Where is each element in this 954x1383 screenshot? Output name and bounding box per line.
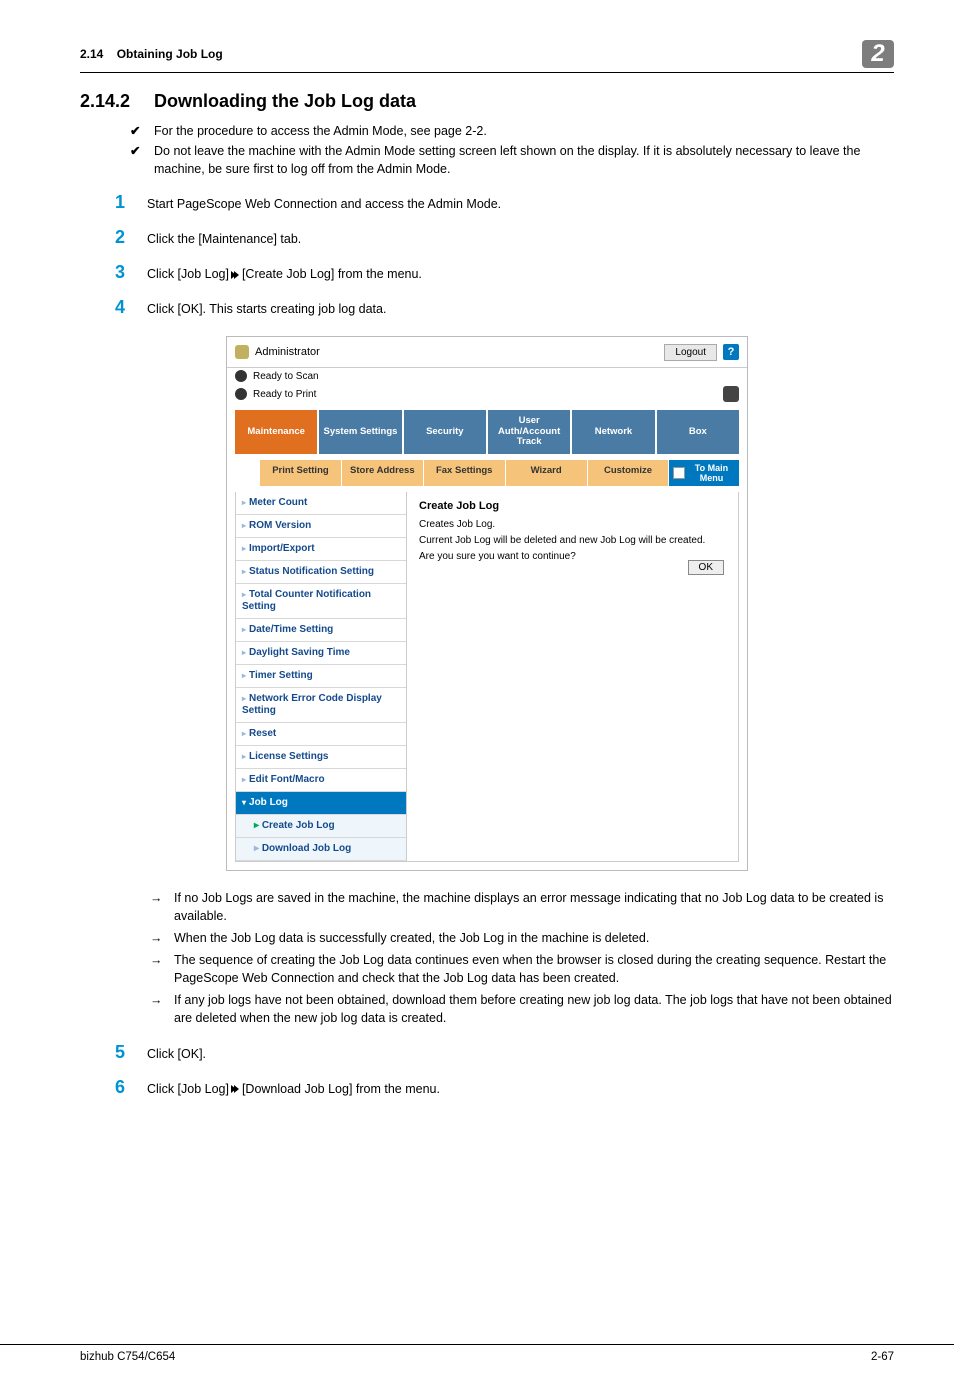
page-header: 2.14 Obtaining Job Log 2 — [80, 40, 894, 73]
scan-status-icon — [235, 370, 247, 382]
step-number: 4 — [115, 297, 133, 318]
step-number: 1 — [115, 192, 133, 213]
tab-box[interactable]: Box — [657, 410, 739, 453]
help-icon[interactable]: ? — [723, 344, 739, 360]
result-note: →If any job logs have not been obtained,… — [150, 991, 894, 1027]
arrow-icon: → — [150, 991, 166, 1027]
tab-user-auth[interactable]: User Auth/Account Track — [488, 410, 570, 453]
status-print: Ready to Print — [227, 384, 747, 404]
footer-page-num: 2-67 — [871, 1351, 894, 1363]
step-number: 2 — [115, 227, 133, 248]
sidebar-item-import-export[interactable]: Import/Export — [236, 538, 406, 561]
subtab-fax-settings[interactable]: Fax Settings — [424, 460, 506, 486]
step-number: 5 — [115, 1042, 133, 1063]
sidebar-sub-create-job-log[interactable]: Create Job Log — [236, 815, 406, 838]
step-1: 1 Start PageScope Web Connection and acc… — [115, 192, 894, 213]
arrow-icon: → — [150, 929, 166, 947]
to-main-menu[interactable]: To Main Menu — [669, 460, 739, 486]
tab-system-settings[interactable]: System Settings — [319, 410, 401, 453]
panel-text: Are you sure you want to continue? — [419, 550, 726, 563]
step-4: 4 Click [OK]. This starts creating job l… — [115, 297, 894, 318]
sidebar-item-datetime[interactable]: Date/Time Setting — [236, 619, 406, 642]
sub-tabs: Print Setting Store Address Fax Settings… — [235, 460, 739, 486]
arrow-icon: → — [150, 889, 166, 925]
tab-security[interactable]: Security — [404, 410, 486, 453]
admin-label: Administrator — [255, 346, 320, 358]
sidebar-item-rom-version[interactable]: ROM Version — [236, 515, 406, 538]
admin-console-screenshot: Administrator Logout ? Ready to Scan Rea… — [226, 336, 748, 870]
sidebar: Meter Count ROM Version Import/Export St… — [236, 492, 407, 861]
sidebar-item-job-log[interactable]: Job Log — [236, 792, 406, 815]
logout-button[interactable]: Logout — [664, 344, 717, 361]
arrow-icon: → — [150, 951, 166, 987]
panel-title: Create Job Log — [419, 500, 726, 512]
sidebar-item-font-macro[interactable]: Edit Font/Macro — [236, 769, 406, 792]
print-status-icon — [235, 388, 247, 400]
main-panel: Create Job Log Creates Job Log. Current … — [407, 492, 738, 861]
panel-text: Creates Job Log. — [419, 518, 726, 531]
check-icon: ✔ — [130, 142, 144, 178]
sidebar-item-timer[interactable]: Timer Setting — [236, 665, 406, 688]
tab-network[interactable]: Network — [572, 410, 654, 453]
note-line: ✔ Do not leave the machine with the Admi… — [130, 142, 894, 178]
result-note: →The sequence of creating the Job Log da… — [150, 951, 894, 987]
subtab-print-setting[interactable]: Print Setting — [260, 460, 342, 486]
step-number: 6 — [115, 1077, 133, 1098]
header-section: 2.14 Obtaining Job Log — [80, 47, 223, 61]
sidebar-sub-download-job-log[interactable]: Download Job Log — [236, 838, 406, 861]
titlebar: Administrator Logout ? — [227, 337, 747, 368]
ok-button[interactable]: OK — [688, 560, 724, 575]
sidebar-item-reset[interactable]: Reset — [236, 723, 406, 746]
chapter-badge: 2 — [862, 40, 894, 68]
check-icon: ✔ — [130, 122, 144, 140]
subtab-store-address[interactable]: Store Address — [342, 460, 424, 486]
step-5: 5 Click [OK]. — [115, 1042, 894, 1063]
main-tabs: Maintenance System Settings Security Use… — [227, 410, 747, 453]
subtab-wizard[interactable]: Wizard — [506, 460, 588, 486]
status-scan: Ready to Scan — [227, 368, 747, 384]
step-3: 3 Click [Job Log] [Create Job Log] from … — [115, 262, 894, 283]
step-2: 2 Click the [Maintenance] tab. — [115, 227, 894, 248]
note-line: ✔ For the procedure to access the Admin … — [130, 122, 894, 140]
result-note: →If no Job Logs are saved in the machine… — [150, 889, 894, 925]
step-number: 3 — [115, 262, 133, 283]
tab-maintenance[interactable]: Maintenance — [235, 410, 317, 453]
sidebar-item-daylight[interactable]: Daylight Saving Time — [236, 642, 406, 665]
step-6: 6 Click [Job Log] [Download Job Log] fro… — [115, 1077, 894, 1098]
refresh-icon[interactable] — [723, 386, 739, 402]
panel-text: Current Job Log will be deleted and new … — [419, 534, 726, 547]
footer-model: bizhub C754/C654 — [80, 1351, 175, 1363]
page-footer: bizhub C754/C654 2-67 — [0, 1344, 954, 1383]
section-heading: 2.14.2 Downloading the Job Log data — [80, 91, 894, 112]
sidebar-item-counter-notif[interactable]: Total Counter Notification Setting — [236, 584, 406, 619]
sidebar-item-netw-error[interactable]: Network Error Code Display Setting — [236, 688, 406, 723]
menu-icon — [673, 467, 685, 479]
sidebar-item-status-notif[interactable]: Status Notification Setting — [236, 561, 406, 584]
sidebar-item-license[interactable]: License Settings — [236, 746, 406, 769]
result-note: →When the Job Log data is successfully c… — [150, 929, 894, 947]
subtab-customize[interactable]: Customize — [588, 460, 670, 486]
admin-icon — [235, 345, 249, 359]
sidebar-item-meter-count[interactable]: Meter Count — [236, 492, 406, 515]
